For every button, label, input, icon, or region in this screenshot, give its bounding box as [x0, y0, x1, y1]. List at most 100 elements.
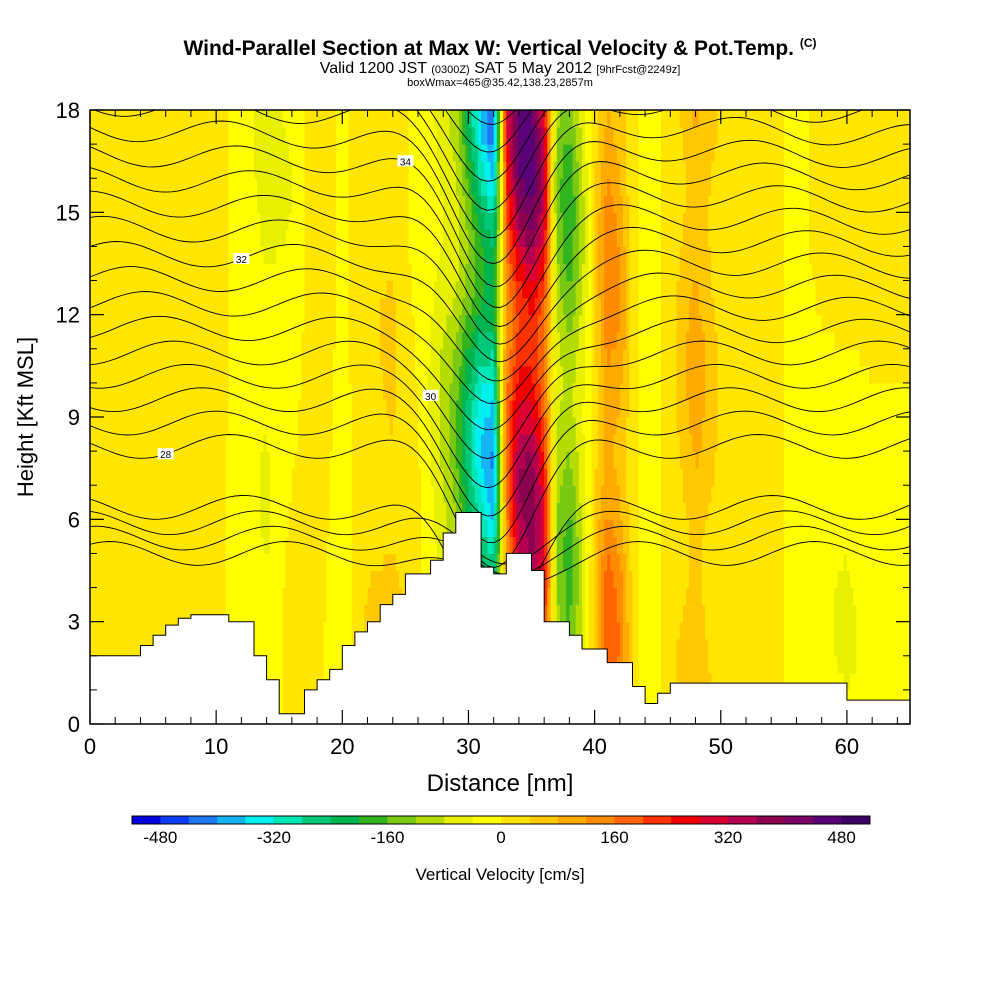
w-cell — [487, 314, 492, 333]
w-cell — [99, 246, 104, 265]
w-cell — [332, 553, 337, 572]
w-cell — [235, 365, 239, 384]
w-cell — [219, 331, 224, 350]
w-cell — [503, 161, 507, 179]
w-cell — [165, 468, 170, 486]
w-cell — [301, 621, 306, 640]
w-cell — [143, 178, 148, 196]
w-cell — [222, 178, 227, 196]
w-cell — [162, 365, 167, 384]
w-cell — [351, 382, 356, 401]
w-cell — [260, 348, 265, 367]
w-cell — [156, 468, 160, 486]
w-cell — [197, 570, 201, 589]
w-cell — [395, 280, 400, 299]
w-cell — [93, 570, 97, 589]
w-cell — [395, 212, 400, 230]
w-cell — [515, 110, 520, 128]
w-cell — [285, 195, 290, 213]
w-cell — [518, 434, 523, 452]
w-cell — [405, 246, 410, 265]
w-cell — [408, 553, 413, 572]
w-cell — [364, 485, 369, 503]
w-cell — [266, 110, 271, 128]
w-cell — [143, 212, 148, 230]
w-cell — [156, 399, 160, 418]
w-cell — [383, 178, 388, 196]
w-cell — [354, 621, 359, 640]
w-cell — [358, 331, 362, 350]
w-cell — [339, 297, 343, 316]
w-cell — [282, 280, 287, 299]
w-cell — [165, 365, 170, 384]
w-cell — [127, 502, 132, 520]
w-cell — [459, 434, 463, 452]
w-cell — [427, 246, 432, 265]
w-cell — [465, 485, 470, 503]
w-cell — [414, 161, 419, 179]
w-cell — [247, 127, 252, 145]
w-cell — [228, 110, 233, 128]
w-cell — [131, 451, 135, 469]
w-cell — [254, 536, 258, 555]
w-cell — [231, 434, 236, 452]
w-cell — [291, 331, 296, 350]
w-cell — [102, 178, 107, 196]
w-cell — [269, 178, 274, 196]
w-cell — [140, 212, 145, 230]
w-cell — [332, 110, 337, 128]
w-cell — [408, 195, 413, 213]
w-cell — [143, 399, 148, 418]
w-cell — [213, 212, 217, 230]
w-cell — [235, 485, 239, 503]
w-cell — [329, 144, 334, 162]
w-cell — [197, 229, 201, 248]
w-cell — [313, 587, 318, 606]
w-cell — [194, 382, 198, 401]
w-cell — [380, 331, 384, 350]
w-cell — [90, 587, 94, 606]
w-cell — [235, 195, 239, 213]
w-cell — [377, 212, 381, 230]
w-cell — [380, 399, 384, 418]
w-cell — [459, 280, 463, 299]
w-cell — [351, 246, 356, 265]
w-cell — [285, 553, 290, 572]
w-cell — [153, 280, 157, 299]
w-cell — [522, 280, 526, 299]
w-cell — [358, 451, 362, 469]
w-cell — [115, 587, 119, 606]
w-cell — [108, 229, 113, 248]
w-cell — [266, 536, 271, 555]
w-cell — [301, 212, 306, 230]
w-cell — [203, 331, 208, 350]
w-cell — [487, 451, 492, 469]
w-cell — [222, 161, 227, 179]
w-cell — [96, 348, 101, 367]
w-cell — [471, 263, 476, 282]
w-cell — [361, 519, 365, 537]
w-cell — [168, 519, 173, 537]
w-cell — [298, 604, 302, 623]
w-cell — [518, 331, 523, 350]
w-cell — [399, 382, 403, 401]
w-cell — [146, 536, 151, 555]
w-cell — [358, 314, 362, 333]
w-cell — [430, 485, 435, 503]
w-cell — [115, 331, 119, 350]
w-cell — [427, 314, 432, 333]
w-cell — [477, 485, 482, 503]
w-cell — [131, 348, 135, 367]
w-cell — [405, 348, 410, 367]
w-cell — [484, 280, 488, 299]
w-cell — [209, 399, 214, 418]
w-cell — [370, 161, 375, 179]
w-cell — [197, 485, 201, 503]
w-cell — [272, 655, 277, 674]
w-cell — [348, 314, 353, 333]
w-cell — [181, 127, 186, 145]
w-cell — [455, 468, 460, 486]
w-cell — [446, 246, 451, 265]
w-cell — [433, 144, 438, 162]
w-cell — [414, 485, 419, 503]
